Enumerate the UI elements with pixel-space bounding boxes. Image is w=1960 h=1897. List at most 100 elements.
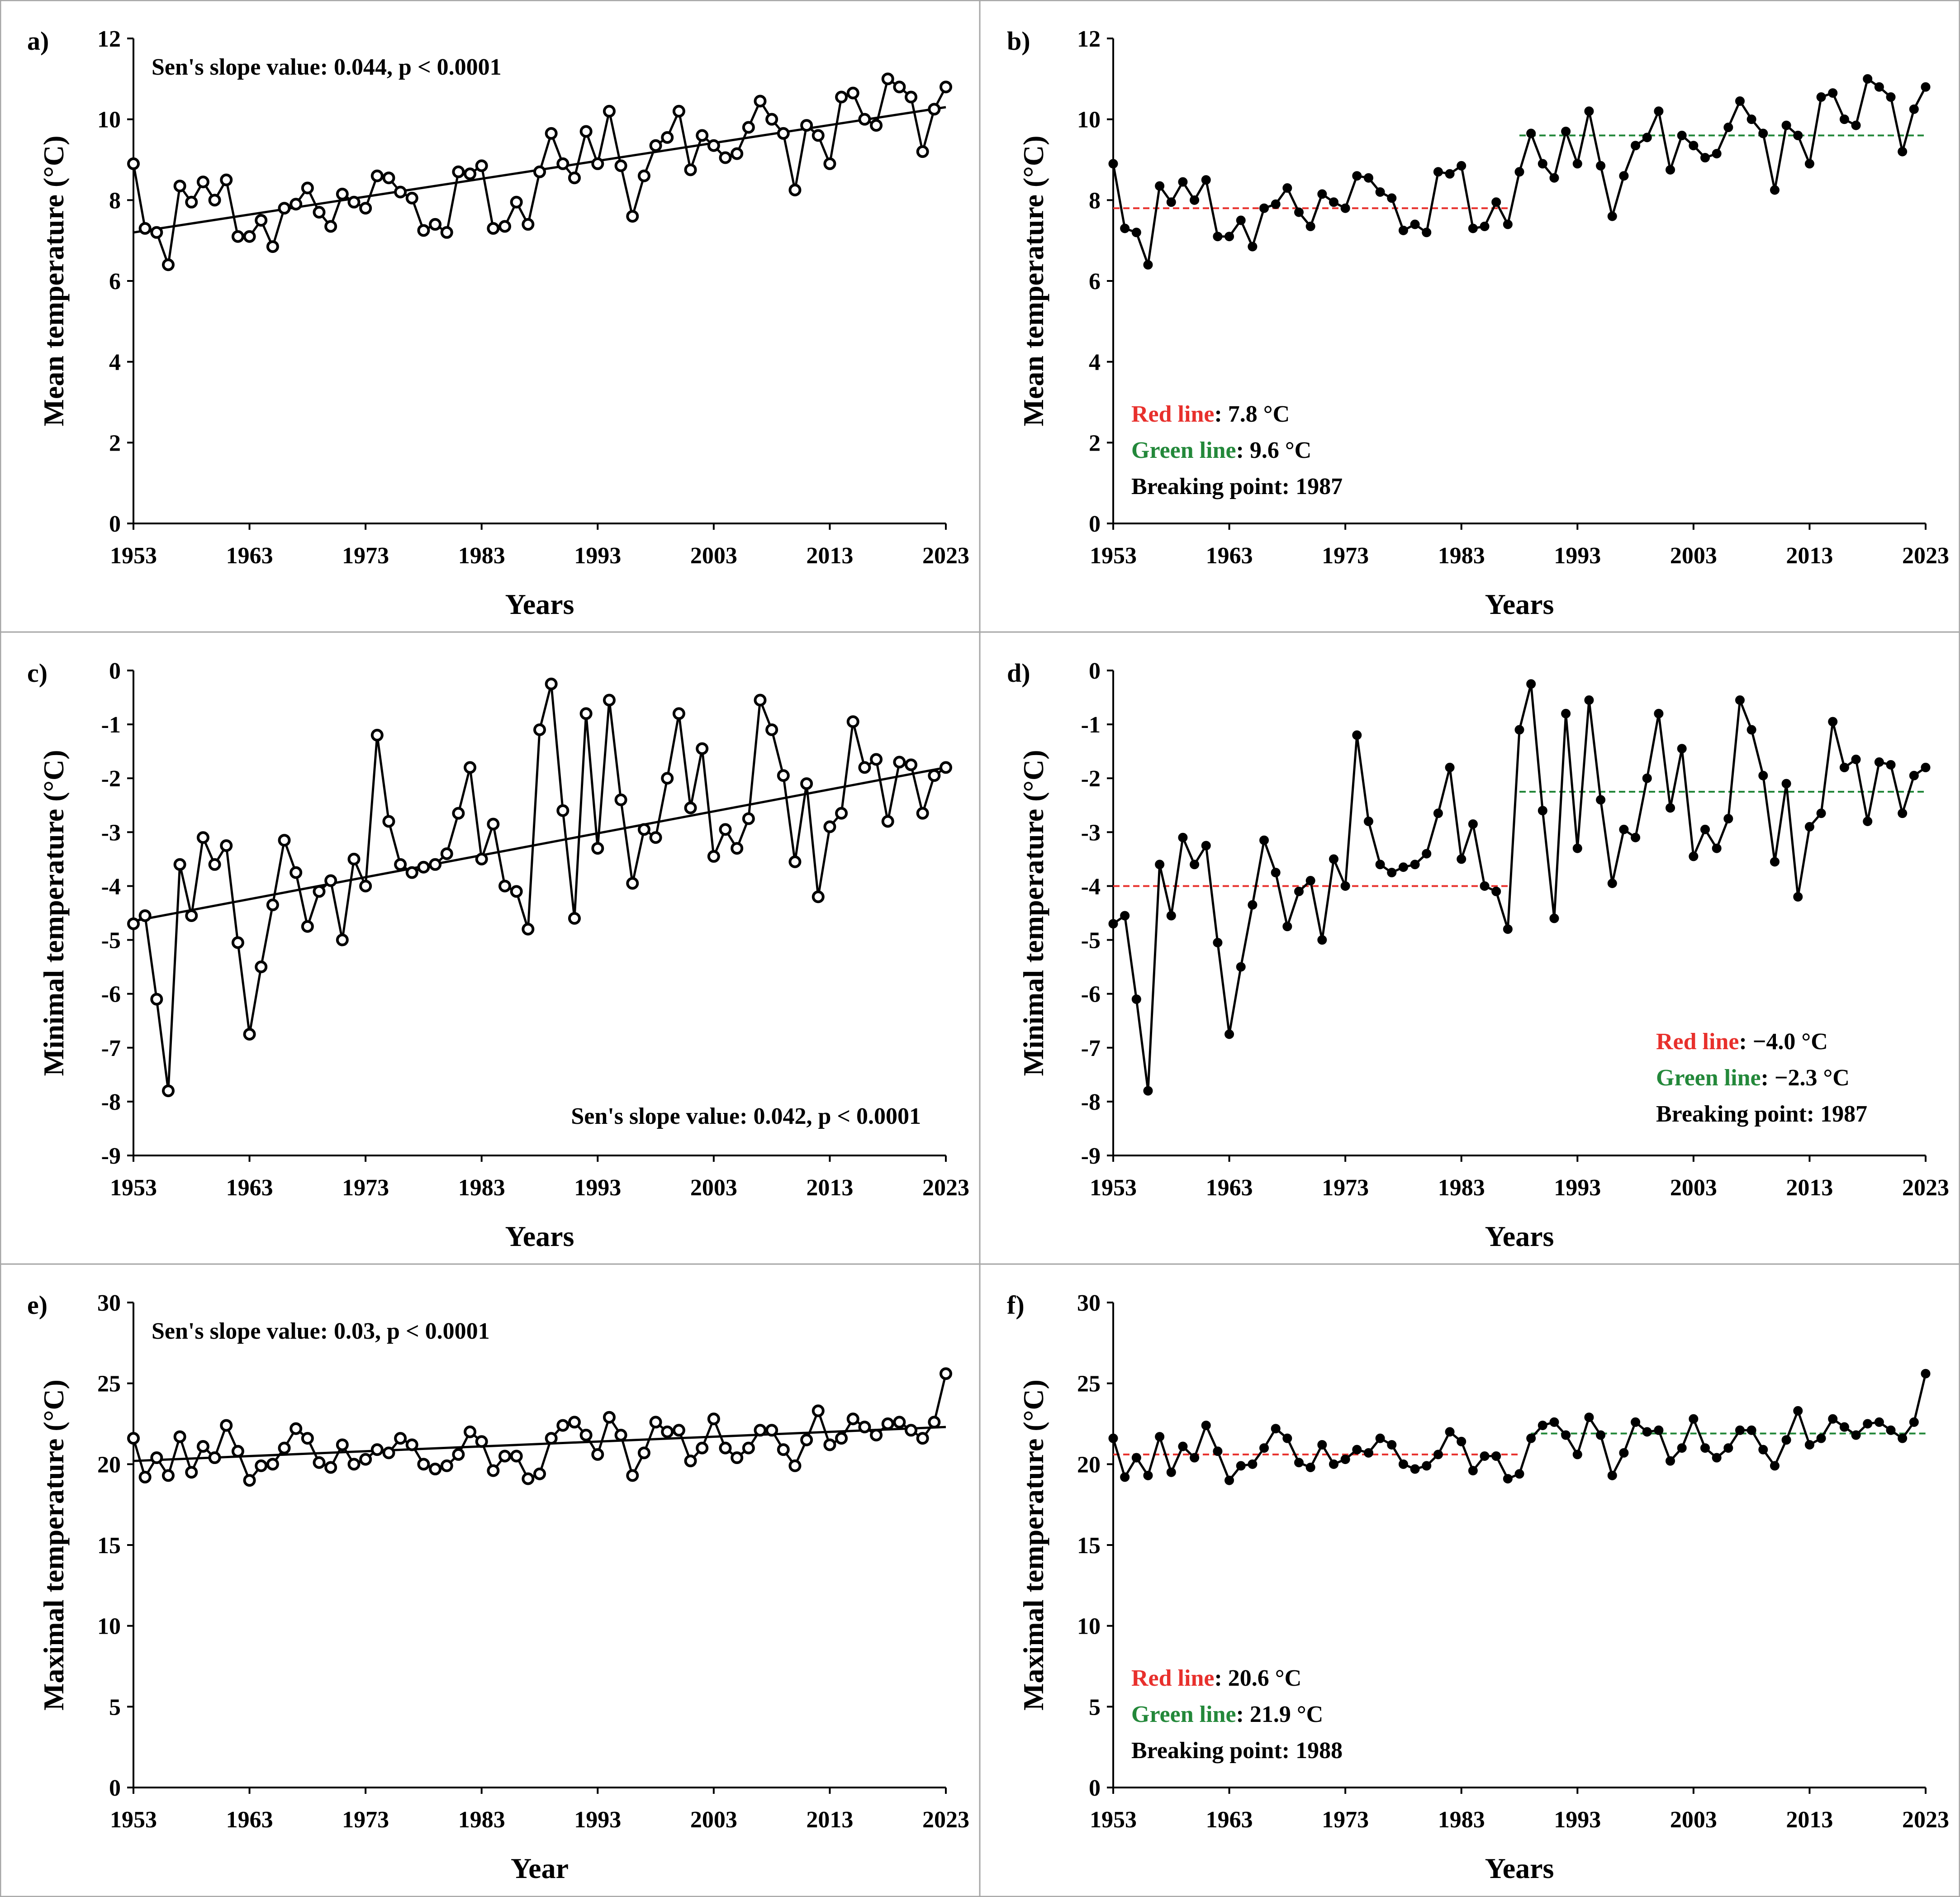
data-point [1259, 835, 1269, 845]
data-point [336, 187, 349, 200]
data-point [1236, 215, 1246, 225]
data-point [637, 1446, 650, 1460]
y-tick-label: -2 [101, 766, 121, 792]
legend-value: : 20.6 °C [1214, 1665, 1301, 1691]
data-point [672, 707, 685, 720]
series-line [1112, 1373, 1927, 1482]
data-point [905, 1424, 918, 1437]
data-point [788, 184, 802, 196]
data-point [846, 1412, 859, 1426]
data-point [1166, 197, 1176, 207]
data-point [1363, 817, 1373, 827]
data-point [1689, 851, 1699, 861]
data-point [429, 1463, 442, 1476]
data-point [731, 147, 744, 160]
x-tick-label: 2013 [806, 1175, 853, 1201]
data-point [835, 90, 848, 104]
data-point [603, 105, 616, 118]
data-point [1352, 730, 1362, 740]
data-point [1190, 195, 1200, 205]
data-point [208, 194, 221, 207]
data-point [1317, 189, 1327, 199]
data-point [1387, 868, 1397, 878]
legend-entry: Red line: −4.0 °C [1656, 1029, 1828, 1055]
data-point [1851, 1430, 1861, 1440]
data-point [835, 1432, 848, 1445]
data-point [382, 1446, 395, 1460]
data-point [359, 1453, 372, 1466]
data-point [510, 195, 523, 209]
data-point [1607, 878, 1617, 888]
x-tick-label: 1983 [1438, 1175, 1485, 1201]
x-tick-label: 1983 [1438, 1807, 1485, 1833]
data-point [1108, 1433, 1118, 1443]
data-point [1178, 1441, 1188, 1451]
data-point [1758, 128, 1768, 138]
data-point [1596, 795, 1606, 805]
y-tick-label: 0 [109, 511, 121, 537]
x-tick-label: 1983 [458, 1175, 505, 1201]
data-point [777, 769, 790, 782]
data-point [800, 777, 813, 790]
x-tick-label: 1963 [226, 1175, 273, 1201]
data-point [382, 815, 395, 828]
data-point [637, 823, 650, 836]
data-point [1166, 1467, 1176, 1477]
data-point [1863, 817, 1873, 827]
data-point [336, 933, 349, 946]
data-point [266, 899, 279, 912]
chart-panel-c: c) -9 -8 -7 -6 -5 -4 -3 -2 -1 0 1953 1963 1973 1983 199… [27, 658, 969, 1252]
legend-label: Red line [1131, 401, 1214, 427]
data-point [452, 1448, 465, 1461]
data-point [1898, 1433, 1908, 1443]
y-tick-label: -4 [101, 874, 121, 899]
data-point [1781, 779, 1791, 789]
data-point [475, 1435, 488, 1448]
data-point [1282, 1433, 1292, 1443]
data-point [301, 181, 314, 195]
data-point [1352, 1445, 1362, 1455]
data-point [1271, 1424, 1281, 1434]
data-point [1642, 133, 1652, 143]
legend-entry: Green line: 9.6 °C [1131, 437, 1311, 463]
x-axis-title: Year [511, 1852, 569, 1884]
data-point [1398, 1459, 1408, 1469]
x-tick-label: 1963 [1206, 1807, 1253, 1833]
data-point [522, 218, 535, 231]
data-point [1433, 808, 1443, 818]
chart-panel-d: d) -9 -8 -7 -6 -5 -4 -3 -2 -1 0 1953 1963 1973 1983 199… [1007, 658, 1949, 1252]
data-point [301, 1432, 314, 1445]
data-point [1108, 159, 1118, 169]
y-axis-title: Mean temperature (°C) [1017, 136, 1049, 427]
x-tick-label: 1963 [226, 1807, 273, 1833]
data-point [1549, 913, 1559, 923]
data-point [370, 728, 384, 742]
data-point [1851, 120, 1861, 130]
data-point [1131, 1453, 1141, 1463]
data-point [1120, 1472, 1130, 1482]
data-point [359, 202, 372, 215]
data-point [475, 159, 488, 172]
y-tick-label: 15 [1077, 1533, 1101, 1559]
data-point [1549, 173, 1559, 183]
x-tick-label: 1953 [110, 1175, 157, 1201]
data-point [1619, 171, 1629, 181]
x-tick-label: 1973 [1322, 543, 1369, 569]
data-point [440, 1459, 453, 1472]
data-point [429, 858, 442, 871]
data-point [870, 119, 883, 132]
data-point [313, 1456, 326, 1469]
data-point [1190, 1453, 1200, 1463]
data-point [370, 1443, 384, 1456]
data-point [568, 1416, 581, 1429]
data-point [1561, 708, 1571, 718]
data-point [313, 206, 326, 219]
x-tick-label: 2013 [1786, 1175, 1833, 1201]
data-point [255, 214, 268, 227]
data-point [1143, 1470, 1153, 1480]
data-point [603, 694, 616, 707]
data-point [278, 1441, 291, 1455]
data-point [1190, 860, 1200, 870]
data-point [1340, 1455, 1350, 1464]
data-point [1596, 161, 1606, 171]
